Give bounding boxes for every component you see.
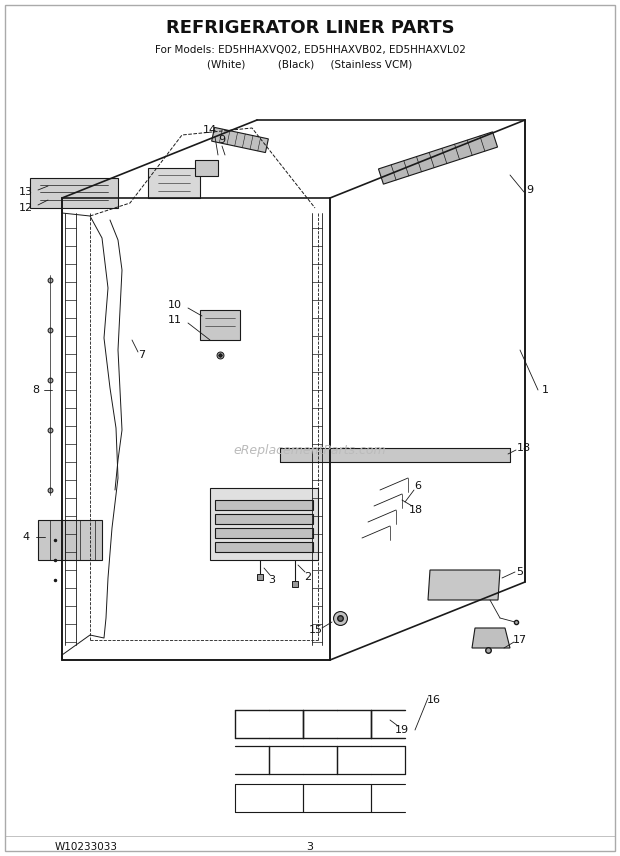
Text: (White)          (Black)     (Stainless VCM): (White) (Black) (Stainless VCM) [207, 59, 413, 69]
Text: 19: 19 [395, 725, 409, 735]
Polygon shape [428, 570, 500, 600]
Text: 5: 5 [516, 567, 523, 577]
Text: 9: 9 [526, 185, 534, 195]
Text: 18: 18 [409, 505, 423, 515]
Text: 7: 7 [138, 350, 146, 360]
Text: 6: 6 [415, 481, 422, 491]
Text: REFRIGERATOR LINER PARTS: REFRIGERATOR LINER PARTS [166, 19, 454, 37]
Polygon shape [215, 500, 313, 510]
Text: eReplacementParts.com: eReplacementParts.com [234, 443, 386, 456]
Polygon shape [30, 178, 118, 208]
Text: 17: 17 [513, 635, 527, 645]
Polygon shape [280, 448, 510, 462]
Text: 13: 13 [19, 187, 33, 197]
Polygon shape [472, 628, 510, 648]
Text: 3: 3 [268, 575, 275, 585]
Polygon shape [195, 160, 218, 176]
Text: 8: 8 [32, 385, 40, 395]
Polygon shape [211, 128, 268, 152]
Polygon shape [215, 514, 313, 524]
Polygon shape [38, 520, 102, 560]
Polygon shape [200, 310, 240, 340]
Text: 11: 11 [168, 315, 182, 325]
Polygon shape [148, 168, 200, 198]
Polygon shape [378, 132, 497, 184]
Text: 2: 2 [304, 572, 312, 582]
Text: 12: 12 [19, 203, 33, 213]
Text: 3: 3 [306, 842, 314, 852]
Text: 4: 4 [22, 532, 30, 542]
Polygon shape [215, 542, 313, 552]
Text: 1: 1 [541, 385, 549, 395]
Text: W10233033: W10233033 [55, 842, 118, 852]
Polygon shape [210, 488, 318, 560]
Polygon shape [215, 528, 313, 538]
Text: 18: 18 [517, 443, 531, 453]
Text: 10: 10 [168, 300, 182, 310]
Text: 15: 15 [309, 625, 323, 635]
Text: 16: 16 [427, 695, 441, 705]
Text: For Models: ED5HHAXVQ02, ED5HHAXVB02, ED5HHAXVL02: For Models: ED5HHAXVQ02, ED5HHAXVB02, ED… [154, 45, 466, 55]
Text: 14: 14 [203, 125, 217, 135]
Text: 9: 9 [218, 135, 226, 145]
